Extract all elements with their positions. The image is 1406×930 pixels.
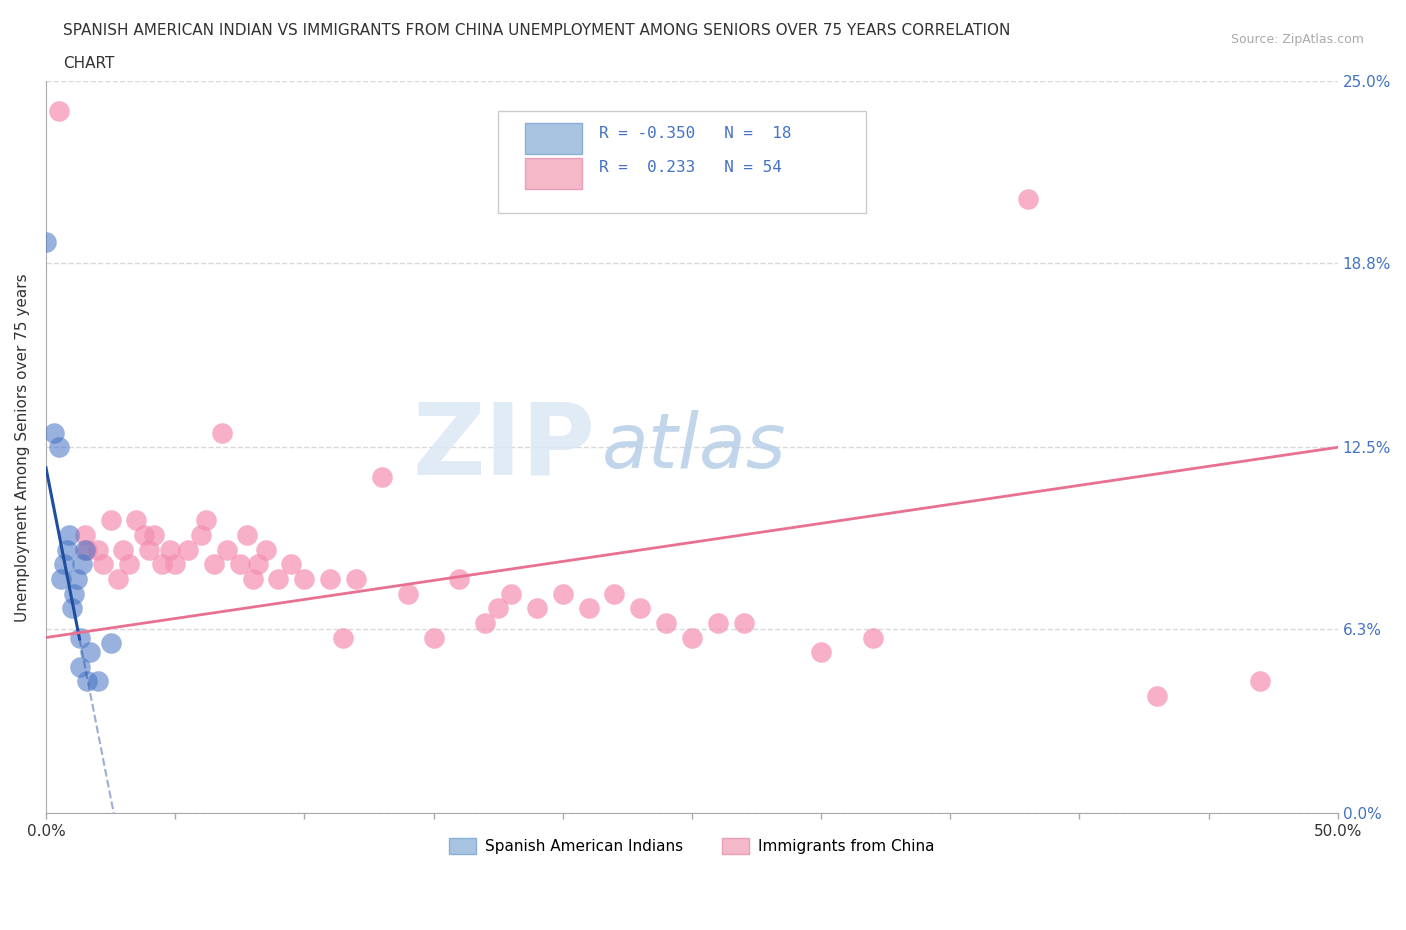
Point [396,586,419,601]
Point [60,601,83,616]
Point [603,586,626,601]
Point [195,513,218,528]
Point [107,572,129,587]
Point [344,572,367,587]
Point [810,644,832,659]
Point [280,557,302,572]
Point [76,542,98,557]
Point [63,586,86,601]
Point [628,601,651,616]
Point [76,674,98,689]
Point [55,542,77,557]
Point [48,440,70,455]
Point [551,586,574,601]
Point [86,542,108,557]
Point [733,616,755,631]
Point [578,601,600,616]
Point [246,557,269,572]
Point [73,542,96,557]
Point [190,527,212,542]
Point [449,572,471,587]
Point [79,644,101,659]
Point [117,557,139,572]
Point [143,527,166,542]
Point [69,659,91,674]
Point [499,586,522,601]
Point [42,425,65,440]
Point [1017,191,1039,206]
Point [100,636,122,651]
Point [69,631,91,645]
Point [706,616,728,631]
Text: R =  0.233   N = 54: R = 0.233 N = 54 [599,160,782,175]
Point [422,631,444,645]
Point [242,572,264,587]
Point [66,572,89,587]
Point [112,542,135,557]
Point [35,235,58,250]
Point [70,557,93,572]
FancyBboxPatch shape [526,123,582,153]
Point [486,601,509,616]
Point [215,542,238,557]
FancyBboxPatch shape [526,158,582,189]
Legend: Spanish American Indians, Immigrants from China: Spanish American Indians, Immigrants fro… [443,831,941,860]
Point [51,572,73,587]
Y-axis label: Unemployment Among Seniors over 75 years: Unemployment Among Seniors over 75 years [15,273,30,621]
Point [526,601,548,616]
Point [319,572,342,587]
Point [73,527,96,542]
Point [655,616,678,631]
Point [332,631,354,645]
Point [681,631,703,645]
Point [134,527,156,542]
Point [474,616,496,631]
Point [862,631,884,645]
Point [211,425,233,440]
Point [86,674,108,689]
Text: ZIP: ZIP [412,399,595,496]
Point [236,527,259,542]
Point [165,557,187,572]
Point [1249,674,1271,689]
Point [292,572,315,587]
Point [125,513,148,528]
Point [48,103,70,118]
Point [254,542,277,557]
Point [202,557,225,572]
Text: CHART: CHART [63,56,115,71]
Text: R = -0.350   N =  18: R = -0.350 N = 18 [599,126,792,141]
Point [1146,688,1168,703]
Point [150,557,173,572]
Point [100,513,122,528]
Point [138,542,160,557]
Point [267,572,290,587]
Point [177,542,200,557]
Point [159,542,181,557]
Point [91,557,114,572]
Text: Source: ZipAtlas.com: Source: ZipAtlas.com [1230,33,1364,46]
Point [229,557,252,572]
Text: SPANISH AMERICAN INDIAN VS IMMIGRANTS FROM CHINA UNEMPLOYMENT AMONG SENIORS OVER: SPANISH AMERICAN INDIAN VS IMMIGRANTS FR… [63,23,1011,38]
FancyBboxPatch shape [498,111,866,213]
Point [53,557,76,572]
Text: atlas: atlas [602,410,786,485]
Point [371,469,394,484]
Point [58,527,80,542]
